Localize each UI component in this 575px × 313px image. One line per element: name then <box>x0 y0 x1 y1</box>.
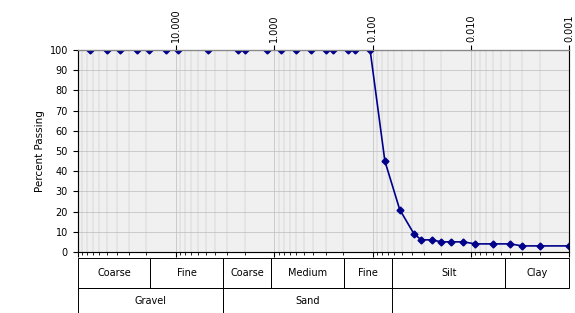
Bar <box>392 258 505 288</box>
Text: Sand: Sand <box>296 296 320 306</box>
Bar <box>78 258 151 288</box>
Text: Fine: Fine <box>177 268 197 278</box>
Text: Silt: Silt <box>441 268 457 278</box>
Text: Gravel: Gravel <box>135 296 166 306</box>
Text: Fine: Fine <box>358 268 378 278</box>
Bar <box>344 258 392 288</box>
Bar <box>505 258 569 288</box>
Text: Coarse: Coarse <box>231 268 264 278</box>
Text: Medium: Medium <box>288 268 327 278</box>
Y-axis label: Percent Passing: Percent Passing <box>35 110 45 192</box>
Bar <box>78 288 223 313</box>
Bar <box>223 258 271 288</box>
Bar <box>223 288 392 313</box>
Bar <box>151 258 223 288</box>
Bar <box>271 258 344 288</box>
Text: Coarse: Coarse <box>97 268 131 278</box>
Text: Clay: Clay <box>527 268 548 278</box>
